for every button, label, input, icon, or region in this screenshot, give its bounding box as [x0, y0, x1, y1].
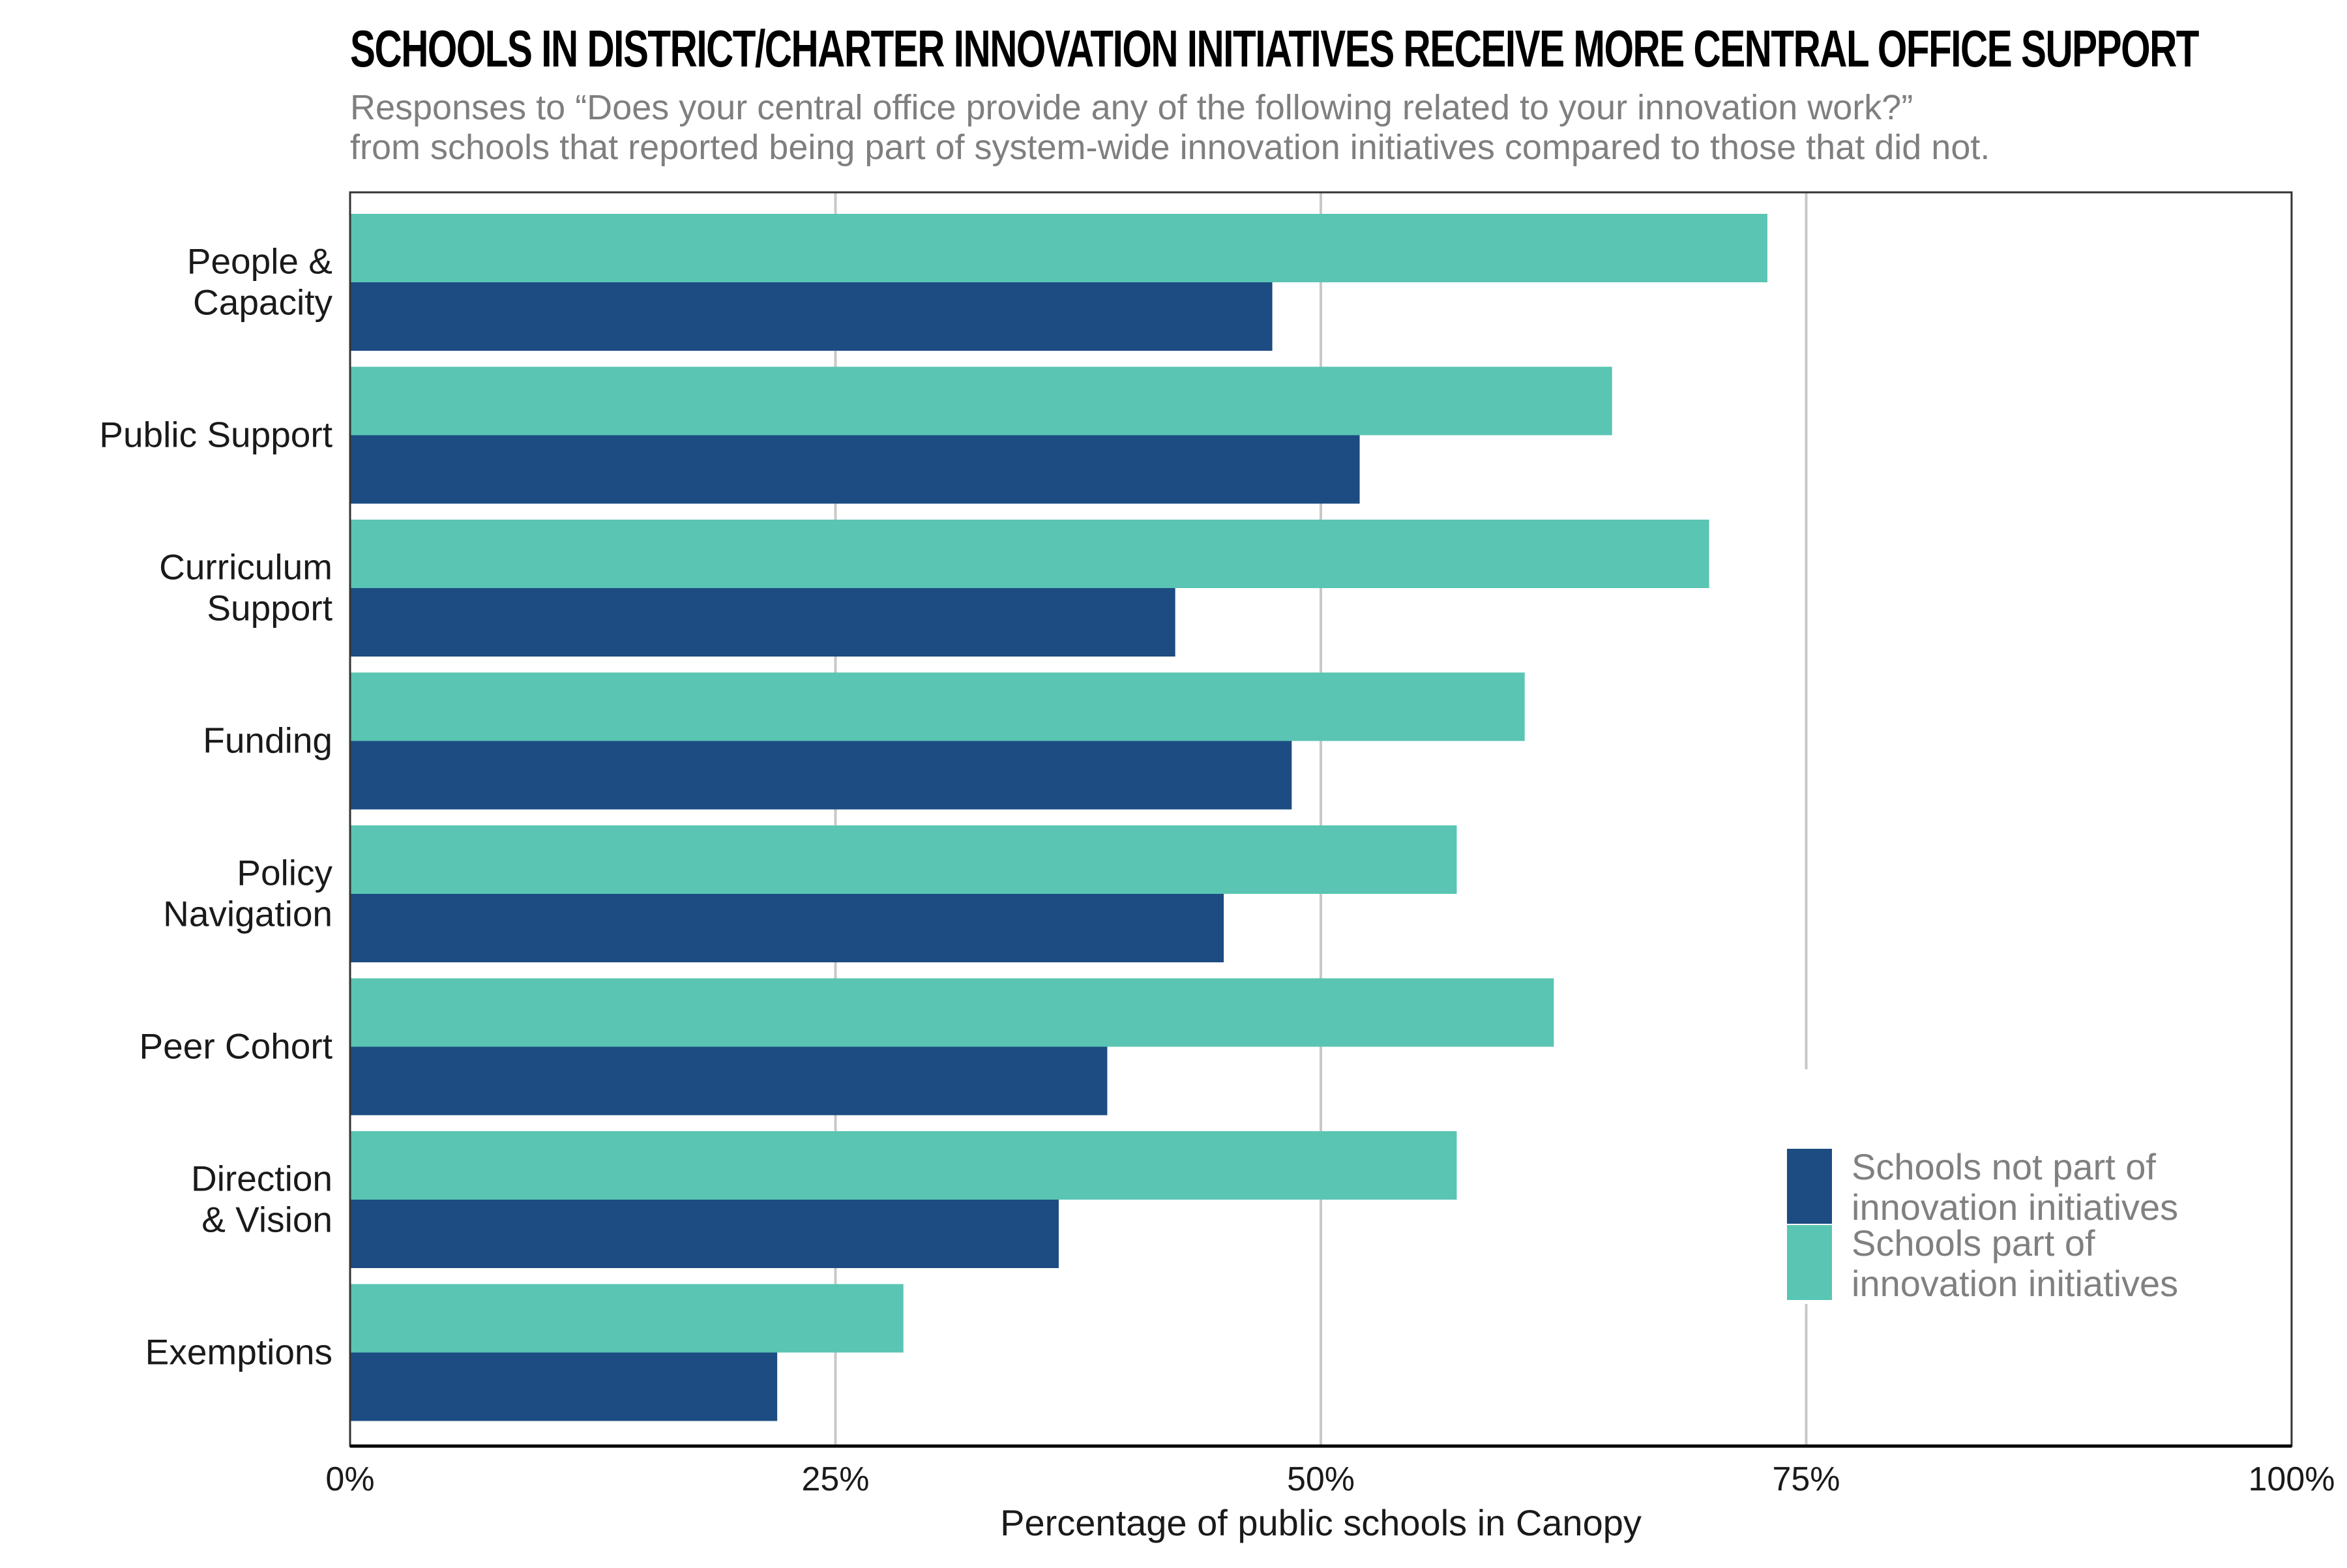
bar-not-part-of-initiatives-7 [350, 1352, 778, 1421]
category-label-0: People & Capacity [187, 241, 333, 323]
bar-not-part-of-initiatives-1 [350, 435, 1360, 504]
bar-part-of-initiatives-6 [350, 1131, 1457, 1200]
bar-part-of-initiatives-5 [350, 978, 1554, 1047]
legend-swatch-0 [1787, 1149, 1832, 1224]
legend-label-1: Schools part of innovation initiatives [1852, 1222, 2178, 1304]
chart-subtitle-line-1: Responses to “Does your central office p… [350, 88, 1913, 127]
legend: Schools not part of innovation initiative… [1767, 1069, 2223, 1304]
category-label-3: Funding [203, 720, 332, 761]
chart-title: SCHOOLS IN DISTRICT/CHARTER INNOVATION I… [350, 20, 2200, 78]
bar-not-part-of-initiatives-6 [350, 1200, 1059, 1268]
bar-not-part-of-initiatives-5 [350, 1046, 1108, 1116]
legend-label-0: Schools not part of innovation initiative… [1852, 1146, 2178, 1228]
category-label-5: Peer Cohort [139, 1026, 332, 1067]
bar-part-of-initiatives-1 [350, 366, 1612, 436]
category-label-2: Curriculum Support [159, 547, 332, 629]
x-tick-label-0: 0% [325, 1460, 374, 1498]
x-tick-label-75: 75% [1772, 1460, 1840, 1498]
category-label-7: Exemptions [145, 1332, 332, 1372]
bar-not-part-of-initiatives-3 [350, 741, 1292, 810]
legend-background [1767, 1069, 2223, 1304]
category-label-4: Policy Navigation [163, 853, 332, 934]
category-labels: People & Capacity Public Support Curriculum… [99, 241, 332, 1372]
bar-part-of-initiatives-4 [350, 825, 1457, 894]
bar-not-part-of-initiatives-0 [350, 282, 1273, 351]
category-label-1: Public Support [99, 415, 332, 455]
bar-part-of-initiatives-2 [350, 520, 1709, 588]
x-axis-title: Percentage of public schools in Canopy [1000, 1502, 1642, 1543]
x-tick-label-25: 25% [801, 1460, 869, 1498]
x-tick-labels: 0% 25% 50% 75% 100% [325, 1460, 2335, 1498]
bar-not-part-of-initiatives-2 [350, 588, 1175, 657]
category-label-6: Direction & Vision [191, 1159, 332, 1240]
legend-swatch-1 [1787, 1225, 1832, 1300]
bar-part-of-initiatives-7 [350, 1284, 904, 1353]
bar-not-part-of-initiatives-4 [350, 894, 1224, 962]
bars [350, 214, 1767, 1421]
bar-part-of-initiatives-3 [350, 672, 1525, 741]
x-tick-label-100: 100% [2249, 1460, 2335, 1498]
chart-subtitle-line-2: from schools that reported being part of… [350, 128, 1990, 167]
x-tick-label-50: 50% [1287, 1460, 1355, 1498]
bar-part-of-initiatives-0 [350, 214, 1767, 282]
